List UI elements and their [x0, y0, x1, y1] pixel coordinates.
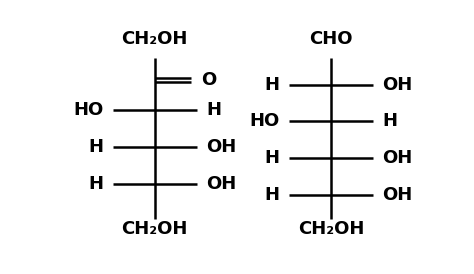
Text: H: H: [88, 138, 103, 156]
Text: OH: OH: [383, 186, 413, 204]
Text: CH₂OH: CH₂OH: [121, 30, 188, 48]
Text: H: H: [88, 175, 103, 193]
Text: HO: HO: [73, 101, 103, 119]
Text: CHO: CHO: [310, 30, 353, 48]
Text: O: O: [201, 71, 216, 89]
Text: H: H: [264, 76, 280, 93]
Text: OH: OH: [206, 138, 237, 156]
Text: H: H: [206, 101, 221, 119]
Text: H: H: [264, 149, 280, 167]
Text: OH: OH: [206, 175, 237, 193]
Text: H: H: [264, 186, 280, 204]
Text: HO: HO: [249, 113, 280, 130]
Text: CH₂OH: CH₂OH: [298, 219, 365, 238]
Text: OH: OH: [383, 76, 413, 93]
Text: H: H: [383, 113, 398, 130]
Text: CH₂OH: CH₂OH: [121, 219, 188, 238]
Text: OH: OH: [383, 149, 413, 167]
